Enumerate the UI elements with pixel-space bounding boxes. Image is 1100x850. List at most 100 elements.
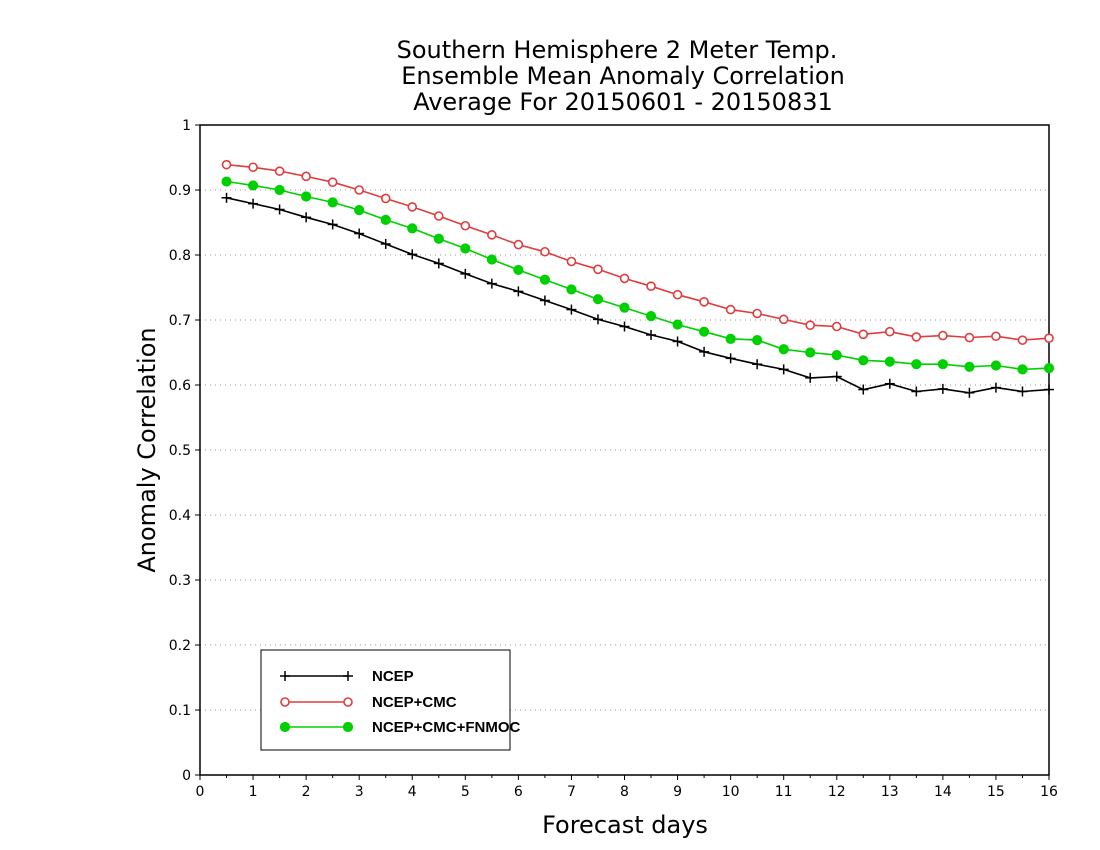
data-point-ncep-cmc [778, 314, 789, 325]
series-ncep-cmc-fnmoc [221, 176, 1055, 375]
data-point-ncep-cmc [1044, 333, 1054, 344]
data-point-ncep-cmc-fnmoc [513, 264, 524, 276]
data-point-ncep-cmc [566, 256, 577, 267]
data-point-ncep-cmc [593, 264, 603, 275]
x-tick-label: 1 [249, 784, 258, 800]
data-point-ncep-cmc [885, 326, 895, 337]
data-point-ncep [805, 372, 816, 383]
x-tick-label: 13 [881, 784, 899, 800]
data-point-ncep-cmc-fnmoc [1017, 364, 1028, 375]
x-tick-label: 5 [461, 784, 470, 800]
data-point-ncep-cmc-fnmoc [592, 294, 604, 305]
y-tick-label: 0.1 [169, 703, 191, 719]
data-point-ncep-cmc-fnmoc [805, 347, 816, 358]
data-point-ncep-cmc-fnmoc [354, 205, 365, 216]
data-point-ncep-cmc [991, 331, 1001, 342]
x-tick-label: 11 [775, 784, 793, 800]
data-point-ncep-cmc-fnmoc [645, 311, 657, 322]
data-point-ncep [778, 364, 789, 375]
y-tick-label: 0.8 [169, 248, 191, 264]
series-line-ncep [226, 197, 1050, 394]
x-tick-label: 8 [620, 784, 629, 800]
legend-marker-ncep [343, 671, 353, 681]
series-ncep-cmc [221, 159, 1054, 345]
y-tick-label: 0.6 [169, 378, 191, 394]
legend: NCEP NCEP+CMC NCEP+CMC+FNMOC [260, 649, 521, 751]
data-point-ncep-cmc-fnmoc [778, 344, 789, 355]
data-point-ncep-cmc-fnmoc [221, 176, 232, 187]
data-point-ncep [699, 346, 710, 357]
data-point-ncep-cmc [805, 320, 816, 331]
data-point-ncep-cmc [752, 308, 762, 319]
data-point-ncep [248, 198, 259, 209]
y-tick-label: 0.2 [169, 638, 191, 654]
data-point-ncep-cmc-fnmoc [539, 274, 551, 285]
x-tick-label: 3 [355, 784, 364, 800]
x-tick-label: 10 [722, 784, 740, 800]
y-tick-label: 1 [182, 118, 191, 134]
data-point-ncep-cmc-fnmoc [380, 214, 391, 225]
x-tick-label: 4 [408, 784, 417, 800]
x-tick-label: 15 [987, 784, 1005, 800]
data-point-ncep [1044, 384, 1054, 395]
data-point-ncep-cmc [672, 289, 683, 300]
data-point-ncep-cmc-fnmoc [301, 191, 312, 202]
chart-title-line-2: Ensemble Mean Anomaly Correlation [401, 62, 845, 90]
data-point-ncep [646, 329, 657, 340]
data-point-ncep-cmc-fnmoc [752, 335, 763, 346]
data-point-ncep-cmc-fnmoc [1043, 363, 1055, 374]
data-point-ncep [513, 286, 524, 297]
data-point-ncep-cmc [433, 211, 444, 221]
data-point-ncep [990, 382, 1001, 393]
series-ncep [221, 192, 1054, 398]
y-tick-label: 0.3 [169, 573, 191, 589]
data-point-ncep [539, 295, 550, 306]
data-point-ncep-cmc [327, 177, 338, 187]
data-point-ncep-cmc [646, 281, 656, 292]
data-point-ncep [752, 359, 763, 370]
legend-label-ncep-cmc-fnmoc: NCEP+CMC+FNMOC [372, 719, 521, 736]
data-point-ncep [274, 204, 285, 215]
data-point-ncep-cmc [354, 185, 364, 195]
series-line-ncep-cmc [226, 163, 1050, 341]
data-point-ncep [566, 304, 577, 315]
data-point-ncep-cmc [1017, 335, 1028, 345]
data-point-ncep [672, 336, 683, 347]
data-point-ncep-cmc-fnmoc [911, 359, 922, 370]
chart-title-line-1: Southern Hemisphere 2 Meter Temp. [397, 36, 838, 64]
data-point-ncep [301, 212, 312, 223]
data-point-ncep-cmc [725, 304, 736, 315]
x-tick-label: 12 [828, 784, 846, 800]
legend-entry-ncep-cmc: NCEP+CMC [280, 694, 457, 711]
data-point-ncep [619, 321, 630, 332]
x-axis-label: Forecast days [542, 811, 708, 839]
y-axis-label: Anomaly Correlation [133, 327, 161, 572]
data-point-ncep-cmc-fnmoc [274, 184, 285, 196]
data-point-ncep-cmc [460, 220, 471, 231]
data-point-ncep-cmc [540, 246, 550, 257]
legend-box [260, 649, 511, 751]
y-tick-label: 0.7 [169, 313, 191, 329]
data-point-ncep [407, 249, 418, 260]
data-point-ncep [937, 383, 948, 394]
grid [200, 189, 1049, 711]
data-point-ncep [858, 384, 869, 395]
data-point-ncep [831, 371, 842, 382]
data-point-ncep-cmc [487, 230, 497, 240]
data-point-ncep [380, 238, 391, 249]
data-point-ncep-cmc [858, 329, 869, 340]
y-tick-label: 0.4 [169, 508, 191, 524]
data-point-ncep [221, 192, 232, 203]
data-point-ncep-cmc [938, 330, 948, 341]
y-tick-label: 0.9 [169, 183, 191, 199]
data-point-ncep-cmc [274, 166, 285, 176]
data-point-ncep-cmc-fnmoc [672, 319, 683, 330]
data-point-ncep [433, 258, 444, 269]
data-point-ncep-cmc-fnmoc [327, 197, 338, 208]
data-point-ncep-cmc [407, 202, 418, 212]
axis-ticks: 00.10.20.30.40.50.60.70.80.910 1 2 3 4 5 6 7 8 9 1… [169, 118, 1058, 800]
data-point-ncep [354, 228, 365, 239]
y-tick-label: 0 [182, 768, 191, 784]
data-point-ncep [725, 353, 736, 364]
